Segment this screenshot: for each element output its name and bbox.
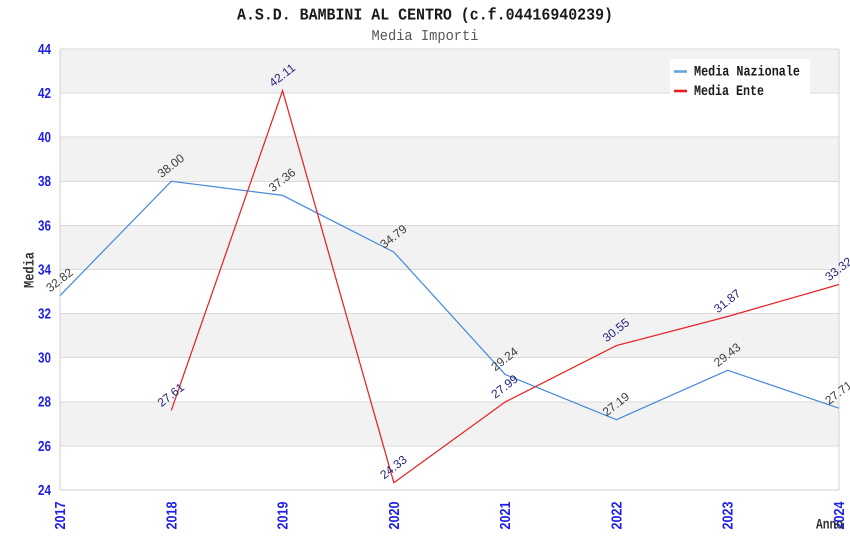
svg-text:Media Importi: Media Importi: [372, 28, 479, 45]
svg-text:40: 40: [38, 130, 51, 146]
svg-text:44: 44: [38, 42, 51, 58]
svg-text:2017: 2017: [53, 502, 69, 530]
svg-text:42: 42: [38, 86, 51, 102]
svg-text:A.S.D. BAMBINI AL CENTRO (c.f.: A.S.D. BAMBINI AL CENTRO (c.f.0441694023…: [237, 6, 613, 25]
svg-text:Media: Media: [23, 252, 39, 288]
svg-text:2022: 2022: [609, 502, 625, 530]
svg-text:Media Nazionale: Media Nazionale: [694, 65, 800, 81]
svg-text:26: 26: [38, 439, 51, 455]
svg-text:Anno: Anno: [816, 518, 843, 534]
svg-text:24: 24: [38, 483, 51, 499]
svg-text:28: 28: [38, 395, 51, 411]
svg-text:Media Ente: Media Ente: [694, 84, 764, 100]
svg-text:2020: 2020: [387, 502, 403, 530]
svg-text:2019: 2019: [276, 502, 292, 530]
svg-text:38: 38: [38, 174, 51, 190]
svg-text:2024: 2024: [832, 502, 848, 530]
svg-text:30: 30: [38, 351, 51, 367]
svg-text:2018: 2018: [164, 502, 180, 530]
svg-text:2021: 2021: [498, 502, 514, 530]
svg-text:2023: 2023: [721, 502, 737, 530]
svg-text:36: 36: [38, 218, 51, 234]
svg-text:32: 32: [38, 307, 51, 323]
svg-text:34: 34: [38, 262, 51, 278]
